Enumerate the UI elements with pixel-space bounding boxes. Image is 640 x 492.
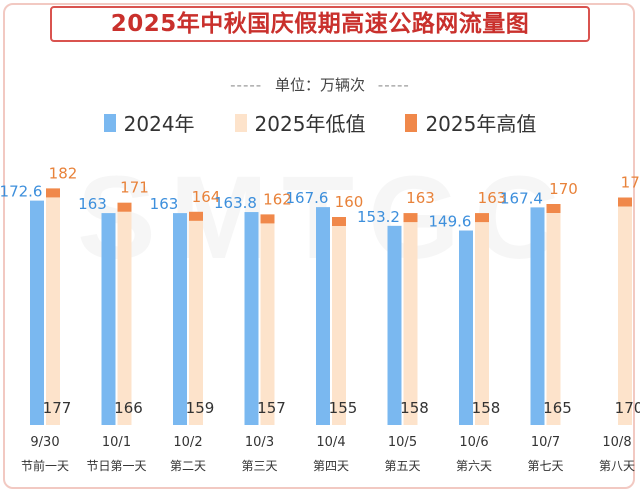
- bar-2025-low: [189, 211, 203, 425]
- unit-dash-right: -----: [377, 76, 410, 94]
- bar-2025-low: [618, 197, 632, 425]
- data-label-2025-high: 170: [549, 180, 578, 198]
- bar-2025-high-cap: [403, 213, 418, 223]
- x-tick-label-date: 10/6: [459, 435, 488, 450]
- bar-2024: [173, 213, 187, 425]
- x-tick-label-day: 第八天: [599, 459, 635, 473]
- bar-2025-high-cap: [117, 202, 132, 212]
- legend-item-2025-high: 2025年高值: [405, 108, 536, 137]
- legend-label-2025-high: 2025年高值: [425, 112, 537, 136]
- data-label-2025-high: 175: [621, 174, 640, 192]
- x-tick-label-date: 10/1: [102, 435, 131, 450]
- bar-2024: [30, 200, 44, 425]
- data-label-2025-high: 182: [49, 164, 78, 182]
- legend-swatch-2025-high: [405, 113, 418, 132]
- x-tick-label-day: 节前一天: [21, 458, 69, 473]
- data-label-2025-low: 158: [400, 399, 429, 417]
- data-label-2024: 163: [150, 195, 179, 213]
- bar-2025-low: [117, 202, 132, 425]
- bar-2024: [316, 207, 330, 425]
- x-tick-label-day: 第五天: [384, 459, 420, 473]
- x-tick-label-day: 第三天: [241, 459, 277, 473]
- data-label-2025-low: 155: [329, 399, 358, 417]
- data-label-2025-low: 170: [615, 399, 640, 417]
- x-tick-label-date: 9/30: [30, 435, 59, 450]
- data-label-2025-high: 160: [335, 193, 364, 211]
- legend-label-2024: 2024年: [123, 112, 195, 136]
- x-tick-label-day: 第二天: [170, 459, 206, 473]
- bar-2024: [459, 230, 473, 425]
- bar-2025-high-cap: [46, 188, 60, 198]
- data-label-2025-low: 165: [543, 399, 572, 417]
- legend-label-2025-low: 2025年低值: [254, 112, 366, 136]
- x-tick-label-day: 第七天: [527, 459, 563, 473]
- bar-2025-low: [332, 217, 346, 425]
- x-tick-label-date: 10/7: [531, 435, 560, 450]
- bar-2024: [387, 225, 402, 425]
- chart-frame: [3, 3, 635, 489]
- data-label-2025-high: 163: [478, 189, 507, 207]
- x-tick-label-date: 10/2: [173, 435, 202, 450]
- bar-2025-low: [403, 213, 418, 425]
- legend-swatch-2025-low: [234, 113, 247, 132]
- unit-label-row: ----- 单位：万辆次 -----: [0, 74, 640, 95]
- bar-2025-low: [546, 204, 561, 425]
- x-tick-label-day: 节日第一天: [86, 459, 146, 473]
- data-label-2024: 163.8: [214, 194, 257, 212]
- bar-2025-high-cap: [189, 211, 203, 221]
- data-label-2025-high: 171: [120, 179, 149, 197]
- data-label-2025-low: 177: [43, 399, 72, 417]
- legend-swatch-2024: [103, 113, 116, 132]
- x-tick-label-date: 10/3: [245, 435, 274, 450]
- bar-2025-high-cap: [475, 213, 489, 223]
- bar-2025-high-cap: [260, 214, 275, 224]
- data-label-2025-low: 157: [257, 399, 286, 417]
- data-label-2024: 167.4: [500, 189, 543, 207]
- data-label-2024: 149.6: [429, 213, 472, 231]
- data-label-2025-low: 158: [472, 399, 501, 417]
- x-tick-label-day: 第六天: [456, 459, 492, 473]
- bar-2024: [101, 213, 116, 425]
- x-tick-label-date: 10/8: [602, 435, 631, 450]
- unit-dash-left: -----: [230, 76, 263, 94]
- bar-2024: [244, 212, 259, 425]
- legend: 2024年 2025年低值 2025年高值: [0, 108, 640, 137]
- data-label-2025-low: 159: [186, 399, 215, 417]
- unit-label: 单位：万辆次: [274, 76, 365, 94]
- data-label-2025-high: 162: [263, 190, 292, 208]
- data-label-2024: 153.2: [357, 208, 400, 226]
- data-label-2024: 167.6: [286, 189, 329, 207]
- legend-item-2024: 2024年: [103, 108, 195, 137]
- bar-2025-low: [46, 188, 60, 425]
- bar-2025-low: [475, 213, 489, 425]
- bar-2025-high-cap: [618, 197, 632, 207]
- legend-item-2025-low: 2025年低值: [234, 108, 366, 137]
- x-tick-label-date: 10/5: [388, 435, 417, 450]
- data-label-2025-high: 164: [192, 188, 221, 206]
- bar-2025-low: [260, 214, 275, 425]
- bar-2024: [530, 207, 545, 425]
- data-label-2025-high: 163: [406, 189, 435, 207]
- bar-2025-high-cap: [332, 217, 346, 226]
- x-tick-label-date: 10/4: [316, 435, 345, 450]
- chart-title: 2025年中秋国庆假期高速公路网流量图: [50, 6, 590, 42]
- data-label-2025-low: 166: [114, 399, 143, 417]
- data-label-2024: 172.6: [0, 183, 42, 201]
- data-label-2024: 163: [78, 195, 107, 213]
- x-tick-label-day: 第四天: [313, 459, 349, 473]
- bar-2025-high-cap: [546, 204, 561, 213]
